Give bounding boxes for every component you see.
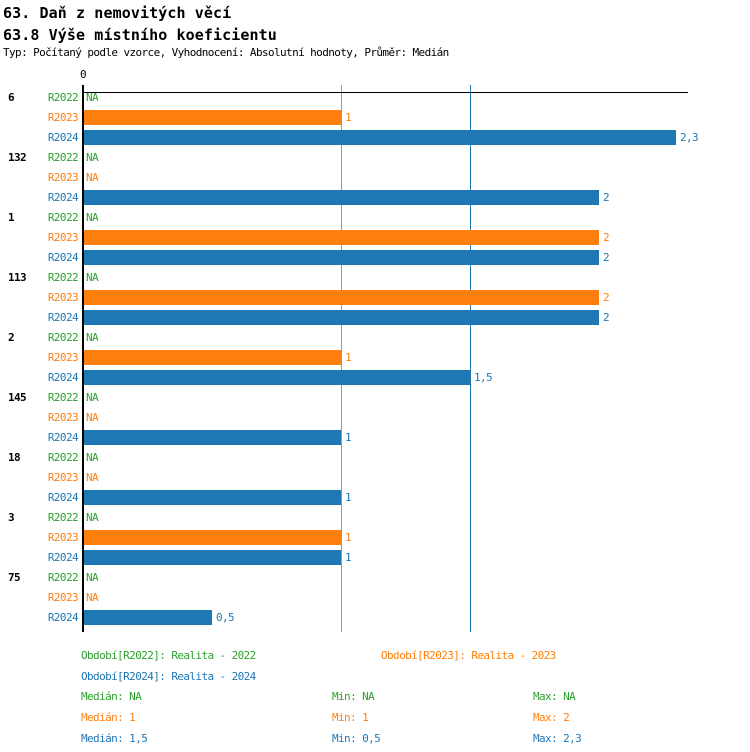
- row-series-label: R2024: [47, 191, 79, 204]
- bar-value-label: 1: [345, 431, 352, 444]
- bar-value-label: 0,5: [216, 611, 235, 624]
- stat-cell-r2022: Max: NA: [533, 690, 576, 703]
- bar-r2024: [84, 130, 676, 145]
- row-series-label: R2023: [47, 111, 79, 124]
- bar-value-label: 1: [345, 351, 352, 364]
- row-series-label: R2024: [47, 311, 79, 324]
- row-series-label: R2024: [47, 371, 79, 384]
- group-label: 1: [8, 211, 15, 224]
- bar-r2024: [84, 490, 341, 505]
- median-refline-r2023: [341, 85, 342, 632]
- stat-cell-r2024: Medián: 1,5: [81, 732, 148, 745]
- stat-cell-r2023: Medián: 1: [81, 711, 136, 724]
- row-series-label: R2023: [47, 411, 79, 424]
- group-label: 113: [8, 271, 27, 284]
- na-value-label: NA: [86, 411, 99, 424]
- row-series-label: R2024: [47, 131, 79, 144]
- bar-value-label: 2,3: [680, 131, 699, 144]
- bar-value-label: 1: [345, 111, 352, 124]
- stat-cell-r2022: Medián: NA: [81, 690, 142, 703]
- bar-r2023: [84, 290, 599, 305]
- chart-meta-line: Typ: Počítaný podle vzorce, Vyhodnocení:…: [3, 46, 449, 59]
- row-series-label: R2024: [47, 611, 79, 624]
- row-series-label: R2022: [47, 331, 79, 344]
- bar-r2023: [84, 350, 341, 365]
- row-series-label: R2023: [47, 351, 79, 364]
- bar-value-label: 2: [603, 251, 610, 264]
- bar-r2024: [84, 310, 599, 325]
- bar-r2024: [84, 370, 470, 385]
- group-label: 3: [8, 511, 15, 524]
- stat-cell-r2022: Min: NA: [332, 690, 375, 703]
- bar-r2024: [84, 190, 599, 205]
- row-series-label: R2024: [47, 431, 79, 444]
- bar-value-label: 2: [603, 291, 610, 304]
- chart-subtitle: 63.8 Výše místního koeficientu: [3, 26, 277, 44]
- bar-value-label: 2: [603, 231, 610, 244]
- page-title: 63. Daň z nemovitých věcí: [3, 4, 232, 22]
- na-value-label: NA: [86, 271, 99, 284]
- bar-value-label: 2: [603, 311, 610, 324]
- row-series-label: R2024: [47, 551, 79, 564]
- row-series-label: R2022: [47, 151, 79, 164]
- na-value-label: NA: [86, 171, 99, 184]
- na-value-label: NA: [86, 391, 99, 404]
- row-series-label: R2022: [47, 211, 79, 224]
- bar-value-label: 1: [345, 491, 352, 504]
- row-series-label: R2024: [47, 251, 79, 264]
- x-axis-zero-tick-label: 0: [80, 68, 87, 81]
- bar-r2023: [84, 230, 599, 245]
- bar-r2023: [84, 530, 341, 545]
- stat-cell-r2023: Max: 2: [533, 711, 570, 724]
- na-value-label: NA: [86, 91, 99, 104]
- y-axis-line: [82, 85, 84, 632]
- na-value-label: NA: [86, 211, 99, 224]
- stat-cell-r2023: Min: 1: [332, 711, 369, 724]
- row-series-label: R2022: [47, 571, 79, 584]
- group-label: 6: [8, 91, 15, 104]
- bar-value-label: 1,5: [474, 371, 493, 384]
- legend-item-r2024: Období[R2024]: Realita - 2024: [81, 670, 256, 683]
- bar-r2024: [84, 610, 212, 625]
- na-value-label: NA: [86, 451, 99, 464]
- bar-value-label: 1: [345, 551, 352, 564]
- bar-r2024: [84, 550, 341, 565]
- na-value-label: NA: [86, 591, 99, 604]
- group-label: 18: [8, 451, 21, 464]
- median-refline-r2024: [470, 85, 471, 632]
- row-series-label: R2023: [47, 171, 79, 184]
- group-label: 75: [8, 571, 21, 584]
- na-value-label: NA: [86, 511, 99, 524]
- legend-item-r2022: Období[R2022]: Realita - 2022: [81, 649, 256, 662]
- row-series-label: R2022: [47, 451, 79, 464]
- row-series-label: R2023: [47, 231, 79, 244]
- na-value-label: NA: [86, 471, 99, 484]
- legend-item-r2023: Období[R2023]: Realita - 2023: [381, 649, 556, 662]
- row-series-label: R2022: [47, 271, 79, 284]
- stat-cell-r2024: Min: 0,5: [332, 732, 381, 745]
- na-value-label: NA: [86, 571, 99, 584]
- group-label: 132: [8, 151, 27, 164]
- bar-r2023: [84, 110, 341, 125]
- row-series-label: R2023: [47, 471, 79, 484]
- group-label: 145: [8, 391, 27, 404]
- row-series-label: R2024: [47, 491, 79, 504]
- na-value-label: NA: [86, 151, 99, 164]
- row-series-label: R2022: [47, 391, 79, 404]
- bar-r2024: [84, 430, 341, 445]
- row-series-label: R2022: [47, 511, 79, 524]
- bar-value-label: 2: [603, 191, 610, 204]
- na-value-label: NA: [86, 331, 99, 344]
- bar-value-label: 1: [345, 531, 352, 544]
- x-axis-line: [82, 92, 688, 93]
- bar-r2024: [84, 250, 599, 265]
- row-series-label: R2023: [47, 531, 79, 544]
- group-label: 2: [8, 331, 15, 344]
- row-series-label: R2022: [47, 91, 79, 104]
- row-series-label: R2023: [47, 291, 79, 304]
- stat-cell-r2024: Max: 2,3: [533, 732, 582, 745]
- row-series-label: R2023: [47, 591, 79, 604]
